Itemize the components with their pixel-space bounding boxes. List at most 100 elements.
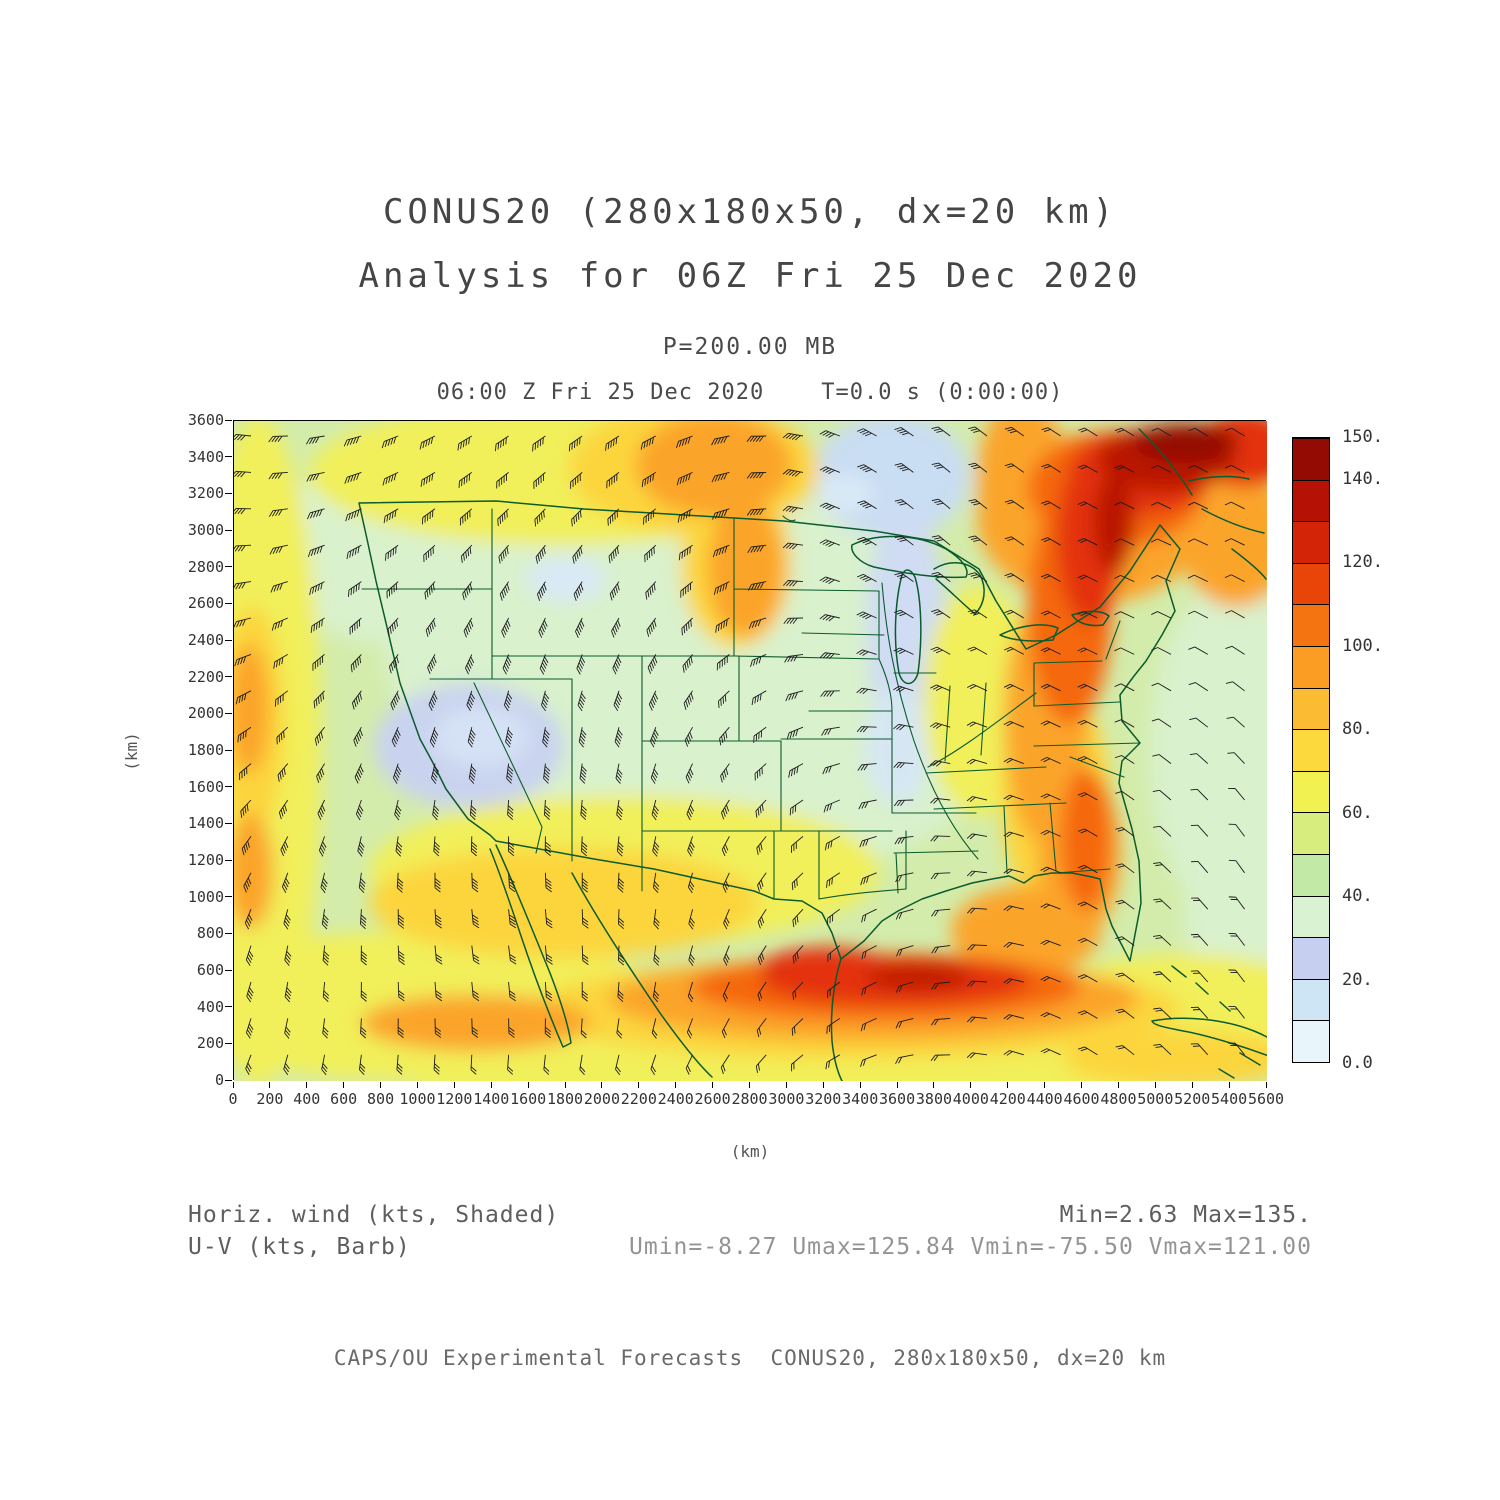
wind-barb [757,908,767,929]
wind-barb [967,980,988,987]
wind-barb [721,799,730,820]
x-tick-mark [564,1081,566,1088]
colorbar-tick-label: 80. [1342,719,1373,740]
wind-barb [355,799,364,821]
wind-barb [273,654,289,669]
wind-barb [719,726,730,746]
wind-barb [1077,647,1098,655]
wind-barb [307,544,325,558]
wind-barb [382,471,399,486]
wind-barb [234,470,252,478]
wind-barb [757,945,767,965]
wind-barb [1228,1042,1245,1056]
colorbar-tick-label: 20. [1342,969,1373,990]
wind-barb [357,836,365,857]
wind-barb [1228,896,1245,910]
wind-barb [235,690,252,705]
y-tick-mark [225,419,232,421]
wind-barb [433,836,440,857]
wind-barb [1115,899,1135,910]
wind-barb [581,945,589,966]
wind-barb [501,617,511,638]
wind-barb [931,535,951,546]
wind-barb [650,1054,657,1076]
wind-barb [543,799,551,820]
x-tick-mark [490,1081,492,1088]
wind-barb [1003,831,1024,838]
wind-barb [469,799,477,821]
wind-barb [792,945,804,964]
x-tick-label: 4000 [952,1090,989,1108]
wind-barb [784,653,804,663]
wind-barb [508,909,517,929]
wind-barb [347,581,362,597]
wind-barb [614,727,623,748]
wind-barb [782,469,804,477]
plot-title: CONUS20 (280x180x50, dx=20 km) [382,192,1118,232]
wind-barb [792,981,804,1000]
wind-barb [581,872,588,893]
wind-barb [268,435,288,443]
wind-barb [383,508,399,524]
wind-barb [757,872,767,892]
wind-barb [434,909,442,929]
plot-subtitle: Analysis for 06Z Fri 25 Dec 2020 [358,256,1142,296]
wind-barb [688,945,695,966]
wind-barb [1003,868,1024,875]
wind-barb [1077,828,1098,837]
wind-barb [314,726,325,746]
wind-barb [431,763,439,784]
wind-barb [544,909,553,929]
y-tick-label: 0 [214,1071,224,1089]
wind-barb [579,1054,586,1076]
wind-barb [826,1018,841,1034]
wind-barb [1228,787,1245,801]
x-tick-mark [896,1081,898,1088]
wind-barb [857,763,877,771]
wind-barb [505,727,513,748]
wind-barb [819,466,840,475]
wind-barb [757,981,767,1002]
wind-barb [825,1054,841,1070]
wind-barb [1225,645,1245,655]
wind-barb [1151,647,1172,655]
wind-barb [275,690,289,707]
pressure-level-label: P=200.00 MB [662,334,838,360]
wind-barb [861,981,877,996]
wind-barb [397,1018,404,1039]
wind-barb [244,909,253,930]
wind-barb [1224,610,1245,619]
wind-barb [931,498,951,510]
colorbar-tick-label: 120. [1342,552,1383,573]
wind-barb [1040,903,1061,910]
wind-barb [387,617,399,636]
wind-barb [234,507,252,515]
wind-barb [1077,901,1098,910]
wind-barb [723,909,730,930]
wind-barb [458,472,473,488]
wind-barb [283,909,291,930]
wind-barb [1040,866,1061,874]
wind-barb [306,471,325,482]
colorbar-segment [1293,770,1329,813]
mexico-gulf-coast [830,958,843,1081]
wind-barb [687,836,695,857]
x-tick-mark [675,1081,677,1088]
shaded-field-label: Horiz. wind (kts, Shaded) [188,1202,560,1228]
wind-barb [783,580,804,587]
wind-barb [750,653,767,668]
wind-barb [678,544,693,561]
x-tick-label: 1600 [510,1090,547,1108]
wind-barb [281,872,290,893]
wind-barb [715,617,730,633]
wind-barb [748,617,767,629]
wind-barb [544,836,551,857]
wind-barb [544,872,552,893]
island-outlines [1171,965,1261,1079]
wind-barb [234,581,252,590]
wind-barb [283,1054,290,1076]
x-tick-label: 5200 [1174,1090,1211,1108]
wind-barb [782,505,804,513]
x-tick-mark [638,1081,640,1088]
wind-barb [1077,464,1098,473]
